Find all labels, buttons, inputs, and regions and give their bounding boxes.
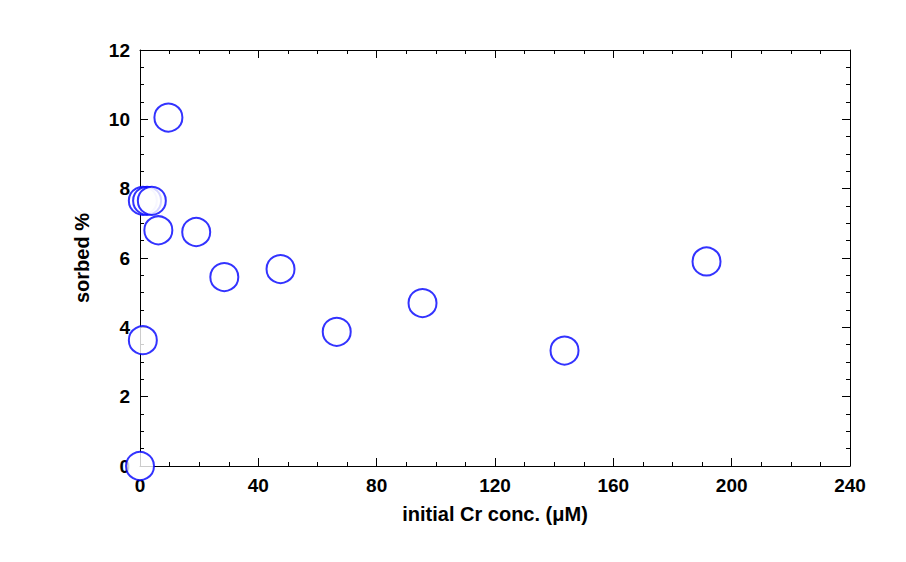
svg-text:80: 80 [366, 475, 387, 496]
svg-text:sorbed %: sorbed % [71, 213, 93, 303]
svg-text:2: 2 [119, 386, 130, 407]
svg-text:4: 4 [119, 316, 130, 338]
svg-text:0: 0 [119, 455, 130, 477]
svg-text:initial Cr conc. (μM): initial Cr conc. (μM) [402, 503, 588, 525]
svg-text:120: 120 [479, 475, 511, 496]
svg-text:10: 10 [109, 109, 130, 130]
svg-text:8: 8 [119, 178, 130, 199]
svg-text:160: 160 [597, 475, 629, 496]
svg-text:240: 240 [834, 475, 866, 496]
svg-text:40: 40 [248, 475, 269, 496]
svg-text:12: 12 [109, 40, 130, 61]
svg-text:200: 200 [716, 475, 748, 496]
svg-text:6: 6 [119, 248, 130, 269]
svg-text:0: 0 [134, 475, 146, 496]
